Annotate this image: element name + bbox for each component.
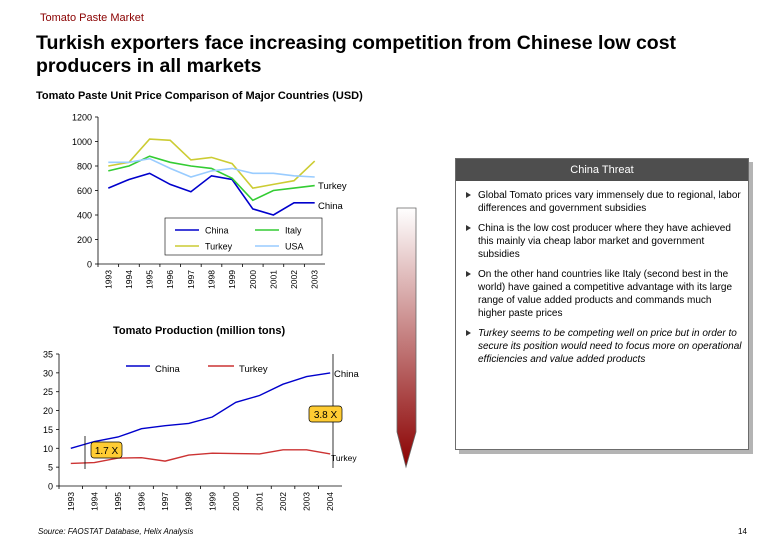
- y-tick-label: 35: [43, 350, 53, 360]
- bullet-arrow-icon: [466, 330, 471, 336]
- x-tick-label: 1998: [184, 492, 194, 511]
- production-annotation-turkey: Turkey: [331, 453, 357, 463]
- turkey-growth-badge: [90, 441, 123, 459]
- bullet-arrow-icon: [466, 271, 471, 277]
- threat-bullet-list: Global Tomato prices vary immensely due …: [456, 181, 748, 366]
- y-tick-label: 1200: [72, 113, 92, 123]
- source-note: Source: FAOSTAT Database, Helix Analysis: [38, 527, 194, 536]
- y-tick-label: 200: [77, 235, 92, 245]
- x-tick-label: 2002: [278, 492, 288, 511]
- price-chart-title: Tomato Paste Unit Price Comparison of Ma…: [36, 90, 363, 102]
- legend-label-usa: USA: [285, 242, 304, 252]
- threat-arrow: [396, 207, 417, 469]
- y-tick-label: 1000: [72, 137, 92, 147]
- legend-label-china: China: [205, 226, 229, 236]
- china-threat-panel: China Threat Global Tomato prices vary i…: [455, 158, 749, 450]
- y-tick-label: 400: [77, 211, 92, 221]
- x-tick-label: 1996: [137, 492, 147, 511]
- bullet-arrow-icon: [466, 225, 471, 231]
- x-tick-label: 1997: [160, 492, 170, 511]
- y-tick-label: 0: [87, 260, 92, 270]
- x-tick-label: 2004: [325, 492, 335, 511]
- y-tick-label: 30: [43, 368, 53, 378]
- series-line-turkey: [108, 138, 316, 189]
- bullet-arrow-icon: [466, 192, 471, 198]
- legend-label-china: China: [155, 364, 181, 375]
- threat-bullet: Global Tomato prices vary immensely due …: [466, 189, 742, 215]
- x-tick-label: 1995: [145, 270, 155, 289]
- x-tick-label: 2003: [310, 270, 320, 289]
- series-line-china: [70, 372, 331, 449]
- section-label: Tomato Paste Market: [40, 12, 144, 24]
- page-title: Turkish exporters face increasing compet…: [36, 32, 677, 77]
- x-tick-label: 1999: [227, 270, 237, 289]
- x-tick-label: 1999: [207, 492, 217, 511]
- x-tick-label: 2000: [248, 270, 258, 289]
- x-tick-label: 2000: [231, 492, 241, 511]
- threat-bullet: Turkey seems to be competing well on pri…: [466, 327, 742, 366]
- china-growth-badge: [308, 405, 343, 423]
- x-tick-label: 1993: [103, 270, 113, 289]
- y-tick-label: 800: [77, 162, 92, 172]
- x-tick-label: 1995: [113, 492, 123, 511]
- y-tick-label: 600: [77, 186, 92, 196]
- series-line-china: [107, 172, 315, 216]
- x-tick-label: 2001: [254, 492, 264, 511]
- series-line-italy: [108, 155, 315, 202]
- china-growth-label: 3.8 X: [314, 410, 338, 421]
- y-tick-label: 25: [43, 387, 53, 397]
- series-line-usa: [108, 157, 315, 178]
- threat-bullet: China is the low cost producer where the…: [466, 222, 742, 261]
- x-tick-label: 2002: [289, 270, 299, 289]
- turkey-growth-label: 1.7 X: [95, 446, 119, 457]
- x-tick-label: 1994: [89, 492, 99, 511]
- legend-label-turkey: Turkey: [205, 242, 233, 252]
- y-tick-label: 10: [43, 444, 53, 454]
- price-chart: 0 200 400 600 800 1000 1200 1993 1994 1995 1996 199…: [72, 113, 347, 289]
- x-tick-label: 1994: [124, 270, 134, 289]
- legend-label-turkey: Turkey: [239, 364, 268, 375]
- x-tick-label: 1997: [186, 270, 196, 289]
- page-number: 14: [738, 527, 747, 536]
- x-tick-label: 1993: [66, 492, 76, 511]
- threat-bullet: On the other hand countries like Italy (…: [466, 268, 742, 320]
- series-line-turkey: [70, 449, 331, 465]
- price-annotation-china: China: [318, 201, 344, 212]
- x-tick-label: 2001: [268, 270, 278, 289]
- production-annotation-china: China: [334, 369, 360, 380]
- y-tick-label: 20: [43, 406, 53, 416]
- production-chart: 0 5 10 15 20 25 30 35 1993 1994 1995 1996 1997 1998 19…: [43, 350, 360, 511]
- legend-label-italy: Italy: [285, 226, 302, 236]
- production-chart-title: Tomato Production (million tons): [113, 325, 286, 337]
- x-tick-label: 2003: [302, 492, 312, 511]
- x-tick-label: 1998: [207, 270, 217, 289]
- price-legend: [164, 217, 323, 256]
- price-annotation-turkey: Turkey: [318, 181, 347, 192]
- china-threat-title: China Threat: [456, 159, 748, 181]
- y-tick-label: 15: [43, 425, 53, 435]
- y-tick-label: 0: [48, 482, 53, 492]
- x-tick-label: 1996: [165, 270, 175, 289]
- y-tick-label: 5: [48, 463, 53, 473]
